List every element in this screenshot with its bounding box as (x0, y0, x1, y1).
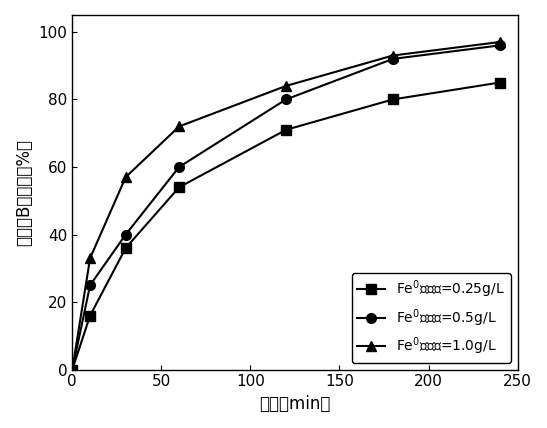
Fe$^0$投加量=0.25g/L (283, 127, 289, 132)
Fe$^0$投加量=0.5g/L (497, 43, 503, 48)
Fe$^0$投加量=0.25g/L (123, 245, 129, 250)
Y-axis label: 岘弁明B降解率（%）: 岘弁明B降解率（%） (15, 139, 33, 246)
Fe$^0$投加量=1.0g/L (87, 256, 94, 261)
Fe$^0$投加量=0.5g/L (389, 56, 396, 62)
Fe$^0$投加量=1.0g/L (69, 367, 75, 372)
Fe$^0$投加量=0.5g/L (69, 367, 75, 372)
Fe$^0$投加量=1.0g/L (389, 53, 396, 58)
Legend: Fe$^0$投加量=0.25g/L, Fe$^0$投加量=0.5g/L, Fe$^0$投加量=1.0g/L: Fe$^0$投加量=0.25g/L, Fe$^0$投加量=0.5g/L, Fe$… (352, 273, 510, 363)
Fe$^0$投加量=0.5g/L (87, 282, 94, 288)
Fe$^0$投加量=1.0g/L (283, 83, 289, 89)
Line: Fe$^0$投加量=1.0g/L: Fe$^0$投加量=1.0g/L (67, 37, 505, 374)
Fe$^0$投加量=0.5g/L (283, 97, 289, 102)
Fe$^0$投加量=0.25g/L (87, 313, 94, 318)
Fe$^0$投加量=1.0g/L (497, 39, 503, 45)
X-axis label: 时间（min）: 时间（min） (259, 395, 330, 413)
Fe$^0$投加量=0.5g/L (176, 164, 183, 169)
Fe$^0$投加量=1.0g/L (176, 124, 183, 129)
Fe$^0$投加量=0.5g/L (123, 232, 129, 237)
Fe$^0$投加量=1.0g/L (123, 175, 129, 180)
Line: Fe$^0$投加量=0.25g/L: Fe$^0$投加量=0.25g/L (67, 77, 505, 374)
Fe$^0$投加量=0.25g/L (497, 80, 503, 85)
Fe$^0$投加量=0.25g/L (176, 184, 183, 190)
Fe$^0$投加量=0.25g/L (389, 97, 396, 102)
Line: Fe$^0$投加量=0.5g/L: Fe$^0$投加量=0.5g/L (67, 41, 505, 375)
Fe$^0$投加量=0.25g/L (69, 367, 75, 372)
